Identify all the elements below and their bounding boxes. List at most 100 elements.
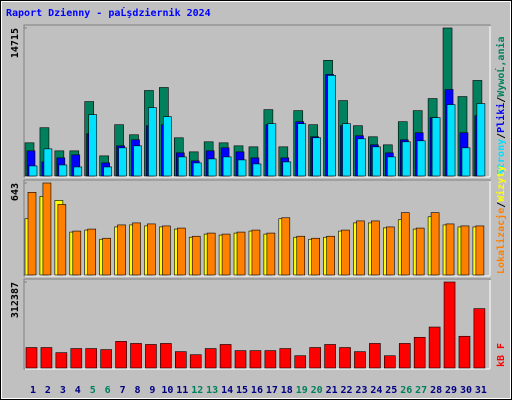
- bar: [356, 220, 365, 276]
- bar: [266, 232, 276, 276]
- x-tick-label: 16: [251, 385, 263, 396]
- bar: [415, 227, 425, 276]
- legend-entry: Lokalizacje: [495, 208, 507, 274]
- bar: [460, 225, 470, 276]
- bar: [42, 182, 52, 276]
- bar: [87, 228, 97, 276]
- x-tick-label: 23: [355, 385, 367, 396]
- bar: [428, 326, 441, 369]
- bar: [294, 355, 307, 369]
- x-tick-label: 3: [60, 385, 66, 396]
- x-tick-label: 21: [326, 385, 338, 396]
- x-tick-label: 30: [460, 385, 472, 396]
- bar: [458, 335, 471, 369]
- bar: [206, 232, 216, 276]
- bar: [236, 231, 246, 276]
- bar: [297, 123, 307, 177]
- x-tick-label: 2: [45, 385, 51, 396]
- bar: [249, 350, 262, 369]
- bar: [73, 166, 83, 177]
- y-tick-label: 312387: [10, 282, 21, 318]
- bar: [251, 229, 261, 276]
- bar: [28, 165, 38, 177]
- x-tick-label: 9: [149, 385, 155, 396]
- bar: [55, 352, 68, 369]
- x-tick-label: 27: [415, 385, 427, 396]
- bar: [102, 237, 111, 276]
- bar: [148, 107, 157, 177]
- bar: [191, 235, 201, 276]
- bar: [282, 161, 292, 177]
- bar: [309, 347, 321, 369]
- bar: [267, 123, 277, 177]
- chart-title: Raport Dzienny - paĹşdziernik 2024: [6, 6, 211, 19]
- x-tick-label: 24: [370, 385, 382, 396]
- x-tick-label: 6: [105, 385, 111, 396]
- bar: [430, 212, 440, 276]
- bar: [162, 225, 171, 276]
- bar: [207, 158, 217, 177]
- bar: [175, 351, 187, 369]
- bar: [88, 114, 98, 177]
- bar: [357, 138, 366, 177]
- bar: [237, 159, 247, 177]
- bar: [178, 156, 187, 177]
- bar: [25, 347, 38, 369]
- bar: [312, 137, 321, 177]
- bar: [400, 212, 410, 276]
- bar: [279, 348, 292, 369]
- bar: [475, 225, 485, 276]
- bar: [476, 103, 486, 177]
- bar: [103, 166, 112, 177]
- x-tick-label: 8: [134, 385, 140, 396]
- x-tick-label: 19: [296, 385, 308, 396]
- x-tick-label: 15: [236, 385, 248, 396]
- x-tick-label: 4: [75, 385, 81, 396]
- bar: [387, 156, 396, 177]
- bar: [189, 354, 202, 369]
- x-tick-label: 11: [176, 385, 188, 396]
- bar: [85, 348, 98, 369]
- bar: [296, 235, 306, 276]
- bar: [192, 162, 202, 177]
- bar: [413, 336, 426, 369]
- bar: [341, 229, 350, 276]
- bar: [369, 343, 381, 369]
- bar: [160, 343, 172, 369]
- x-tick-label: 20: [311, 385, 323, 396]
- bar: [443, 281, 456, 369]
- bar: [100, 349, 112, 369]
- x-tick-label: 12: [191, 385, 203, 396]
- bar: [324, 344, 336, 369]
- bar: [446, 104, 456, 177]
- legend: kB F: [496, 343, 507, 367]
- bar: [339, 347, 351, 369]
- bar: [252, 163, 262, 177]
- bar: [372, 146, 381, 177]
- bar: [70, 348, 83, 369]
- bar: [461, 147, 471, 177]
- bar: [384, 355, 396, 369]
- bar: [326, 235, 335, 276]
- bar: [431, 117, 441, 177]
- bar: [204, 348, 217, 369]
- x-tick-label: 13: [206, 385, 218, 396]
- bar: [27, 192, 37, 276]
- bar: [117, 224, 126, 276]
- y-tick-label: 14715: [10, 28, 21, 58]
- bar: [115, 341, 127, 369]
- bar: [40, 347, 53, 369]
- bar: [58, 164, 68, 177]
- bar: [327, 75, 336, 177]
- x-tick-label: 29: [445, 385, 457, 396]
- bar: [311, 237, 320, 276]
- bar: [473, 308, 486, 369]
- bar: [43, 148, 53, 177]
- x-tick-label: 7: [120, 385, 126, 396]
- bar: [177, 227, 186, 276]
- legend-entry: kB F: [496, 343, 507, 367]
- bar: [132, 222, 141, 276]
- x-tick-label: 28: [430, 385, 442, 396]
- y-tick-label: 643: [10, 183, 21, 201]
